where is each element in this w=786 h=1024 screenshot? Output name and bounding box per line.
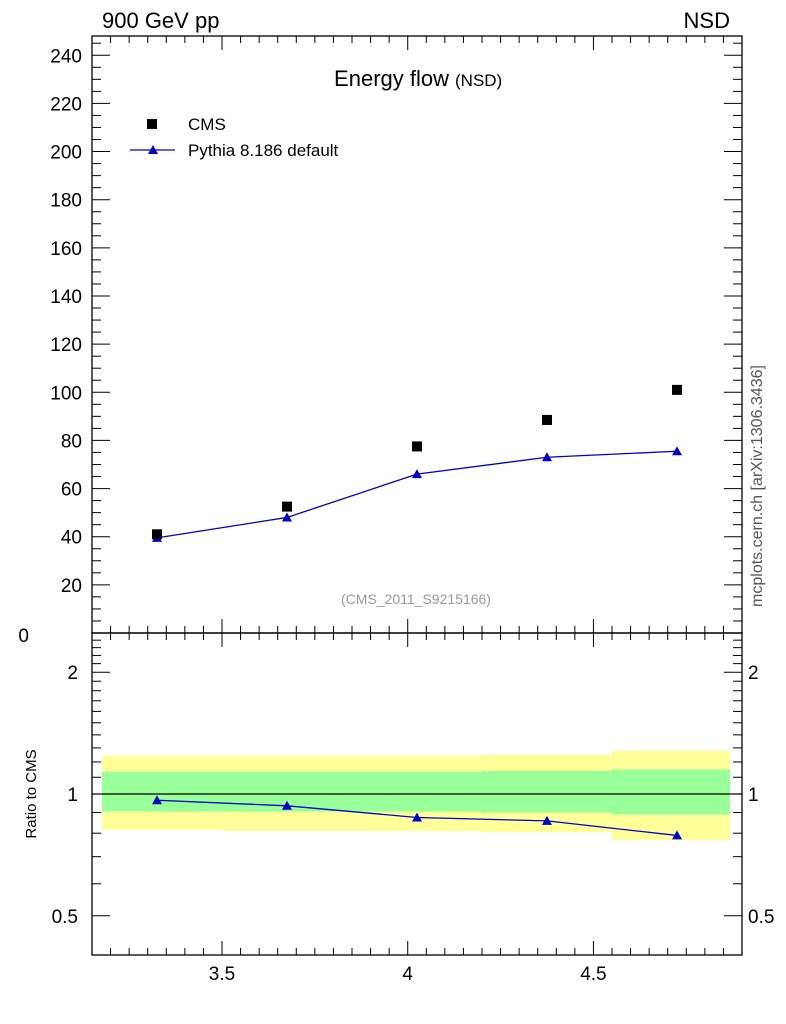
main-y-tick-label: 120: [50, 335, 82, 356]
pythia-point: [672, 446, 682, 456]
main-y-tick-label: 180: [50, 191, 82, 212]
main-y-tick-label: 20: [61, 576, 82, 597]
ratio-y-tick-label-right: 2: [748, 663, 759, 684]
x-tick-label: 4: [402, 964, 413, 985]
plot-title-suffix: (NSD): [455, 71, 502, 90]
cms-point: [672, 384, 682, 395]
ratio-pythia-point: [672, 830, 682, 840]
main-y-tick-label: 60: [61, 480, 82, 501]
x-tick-label: 4.5: [580, 964, 606, 985]
plot-title: Energy flow: [334, 66, 449, 91]
pythia-line: [156, 450, 678, 539]
ratio-y-tick-label: 1: [67, 785, 78, 806]
main-y-tick-label: 100: [50, 383, 82, 404]
main-y-tick-label: 200: [50, 143, 82, 164]
ratio-uncertainty-bands: [102, 750, 730, 840]
cms-point: [542, 414, 552, 425]
legend-cms-marker: [147, 119, 157, 129]
main-y-tick-label: 80: [61, 431, 82, 452]
ratio-panel: 0.5 0.5 1 1 2 2 3.5 4 4.5 Ratio to CMS: [23, 632, 775, 985]
process-label: NSD: [684, 8, 730, 33]
legend-pythia-label: Pythia 8.186 default: [188, 141, 339, 160]
ratio-pythia-point: [412, 812, 422, 822]
main-axis-ticks: [91, 36, 743, 634]
x-tick-labels: 3.5 4 4.5: [209, 964, 607, 985]
ratio-y-tick-label: 2: [67, 663, 78, 684]
main-y-tick-label: 140: [50, 287, 82, 308]
ratio-inner-band: [102, 771, 222, 812]
main-y-tick-label: 240: [50, 46, 82, 67]
source-label: mcplots.cern.ch [arXiv:1306.3436]: [749, 365, 766, 607]
legend: CMS Pythia 8.186 default: [130, 115, 339, 160]
ratio-y-tick-labels: 0.5 0.5 1 1 2 2: [52, 663, 775, 928]
cms-point: [152, 529, 162, 540]
cms-point: [412, 441, 422, 452]
ratio-data-marks: [152, 795, 682, 840]
main-y-bottom-label: 0: [18, 626, 29, 647]
ratio-inner-band: [352, 771, 482, 812]
pythia-point: [542, 452, 552, 462]
pythia-point: [412, 469, 422, 479]
ratio-y-tick-label-right: 0.5: [748, 907, 774, 928]
ratio-pythia-point: [282, 800, 292, 810]
cms-point: [282, 501, 292, 512]
ratio-inner-band: [482, 770, 612, 813]
analysis-label: (CMS_2011_S9215166): [341, 591, 491, 607]
ratio-pythia-point: [152, 795, 162, 805]
ratio-y-tick-label: 0.5: [52, 907, 78, 928]
energy-label: 900 GeV pp: [102, 8, 219, 33]
main-y-tick-labels: 20 40 60 80 100 120 140 160 180 200 220 240: [50, 46, 82, 597]
main-data-marks: [152, 384, 682, 542]
legend-cms-label: CMS: [188, 115, 226, 134]
main-panel: 20 40 60 80 100 120 140 160 180 200 220 240 0 Energ…: [18, 35, 743, 647]
ratio-plot-frame: [91, 632, 743, 956]
ratio-y-tick-label-right: 1: [748, 785, 759, 806]
main-y-tick-label: 160: [50, 239, 82, 260]
main-y-tick-label: 40: [61, 528, 82, 549]
ratio-pythia-point: [542, 815, 552, 825]
main-y-tick-label: 220: [50, 94, 82, 115]
ratio-y-axis-title: Ratio to CMS: [23, 749, 40, 838]
pythia-point: [282, 512, 292, 522]
legend-pythia-marker: [148, 145, 158, 154]
x-tick-label: 3.5: [209, 964, 235, 985]
ratio-inner-band: [612, 769, 730, 815]
